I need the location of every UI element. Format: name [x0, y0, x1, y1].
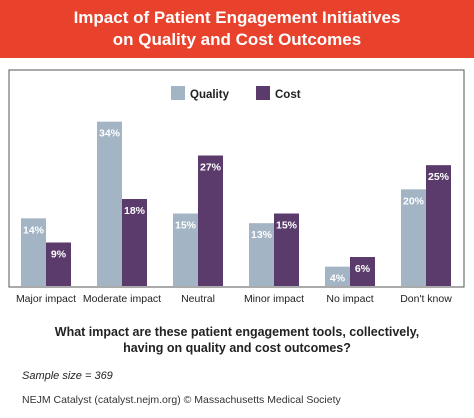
bar-quality-1 [97, 121, 122, 287]
bar-cost-4 [350, 257, 375, 286]
bar-quality-2 [173, 213, 198, 286]
bar-cost-1 [122, 199, 147, 286]
data-label-quality-0: 14% [23, 224, 45, 236]
survey-question-line-2: having on quality and cost outcomes? [123, 341, 351, 355]
source-credit: NEJM Catalyst (catalyst.nejm.org) © Mass… [22, 394, 341, 406]
data-label-quality-3: 13% [251, 229, 273, 241]
data-label-cost-0: 9% [51, 249, 67, 261]
legend-label-cost: Cost [275, 89, 301, 101]
bar-quality-3 [249, 223, 274, 286]
data-label-quality-4: 4% [330, 273, 346, 285]
survey-question-line-1: What impact are these patient engagement… [54, 325, 420, 339]
data-label-quality-1: 34% [99, 128, 121, 140]
data-label-cost-4: 6% [355, 263, 371, 275]
data-label-cost-3: 15% [276, 220, 298, 232]
plot-frame [8, 69, 465, 288]
chart-title-line-2: on Quality and Cost Outcomes [112, 30, 362, 49]
data-label-quality-2: 15% [175, 220, 197, 232]
x-tick-label-2: Neutral [181, 293, 215, 305]
x-tick-label-3: Minor impact [244, 293, 304, 305]
title-banner: Impact of Patient Engagement Initiatives… [0, 0, 474, 58]
bar-cost-2 [198, 155, 223, 286]
x-tick-label-1: Moderate impact [83, 293, 161, 305]
sample-size: Sample size = 369 [22, 370, 113, 382]
x-tick-label-5: Don't know [400, 293, 452, 305]
data-label-cost-5: 25% [428, 171, 450, 183]
bar-cost-3 [274, 213, 299, 286]
bar-quality-5 [401, 189, 426, 286]
bar-quality-0 [21, 218, 46, 286]
chart-title-line-1: Impact of Patient Engagement Initiatives [73, 8, 401, 27]
bar-cost-0 [46, 242, 71, 286]
legend-swatch-quality [171, 86, 185, 100]
data-label-cost-1: 18% [124, 205, 146, 217]
data-label-quality-5: 20% [403, 195, 425, 207]
bar-quality-4 [325, 266, 350, 286]
x-tick-label-0: Major impact [16, 293, 76, 305]
x-tick-label-4: No impact [326, 293, 373, 305]
legend-swatch-cost [256, 86, 270, 100]
legend-label-quality: Quality [190, 89, 230, 101]
survey-question: What impact are these patient engagement… [0, 324, 474, 356]
data-label-cost-2: 27% [200, 162, 222, 174]
bar-cost-5 [426, 165, 451, 286]
